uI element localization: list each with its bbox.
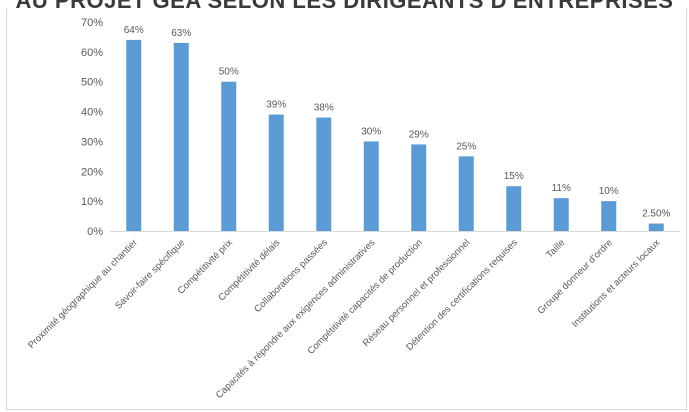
data-label: 38% xyxy=(314,103,334,114)
data-label: 30% xyxy=(361,126,381,137)
x-axis-labels: Proximité géographique au chantierSavoir… xyxy=(26,237,663,401)
data-label: 63% xyxy=(171,28,191,39)
data-label: 64% xyxy=(124,25,144,36)
x-tick-label: Capacités à répondre aux exigences admin… xyxy=(214,237,378,401)
bar xyxy=(506,186,522,231)
bars xyxy=(126,39,664,232)
data-label: 10% xyxy=(599,186,619,197)
bar xyxy=(268,114,284,231)
y-tick-label: 50% xyxy=(81,77,103,89)
bar xyxy=(648,223,664,231)
bar xyxy=(601,201,617,231)
bar xyxy=(363,141,379,231)
bar xyxy=(173,42,189,232)
data-label: 15% xyxy=(504,171,524,182)
data-labels: 64% 63% 50% 39% 38% 30% 29% 25% 15% 11% 10% 2.50% xyxy=(124,25,671,220)
x-tick-label: Taille xyxy=(544,237,567,260)
y-tick-label: 20% xyxy=(81,166,103,178)
chart-frame xyxy=(6,9,687,410)
y-tick-label: 30% xyxy=(81,136,103,148)
data-label: 11% xyxy=(552,183,571,194)
bar xyxy=(458,156,474,231)
y-tick-label: 60% xyxy=(81,47,103,59)
y-tick-label: 70% xyxy=(81,17,103,29)
bar xyxy=(316,117,332,231)
bar xyxy=(411,144,427,231)
data-label: 39% xyxy=(266,100,286,111)
x-tick-label: Institutions et acteurs locaux xyxy=(570,237,663,330)
bar xyxy=(221,81,237,231)
y-tick-label: 10% xyxy=(81,196,103,208)
data-label: 25% xyxy=(456,141,476,152)
page-title: AU PROJET GEA SELON LES DIRIGEANTS D'ENT… xyxy=(15,0,674,13)
data-label: 50% xyxy=(219,67,239,78)
y-tick-label: 0% xyxy=(87,226,103,238)
bar xyxy=(126,39,142,231)
data-label: 29% xyxy=(409,129,429,140)
y-axis: 0% 10% 20% 30% 40% 50% 60% 70% xyxy=(81,17,680,238)
data-label: 2.50% xyxy=(642,209,670,220)
bar xyxy=(553,198,569,231)
y-tick-label: 40% xyxy=(81,107,103,119)
